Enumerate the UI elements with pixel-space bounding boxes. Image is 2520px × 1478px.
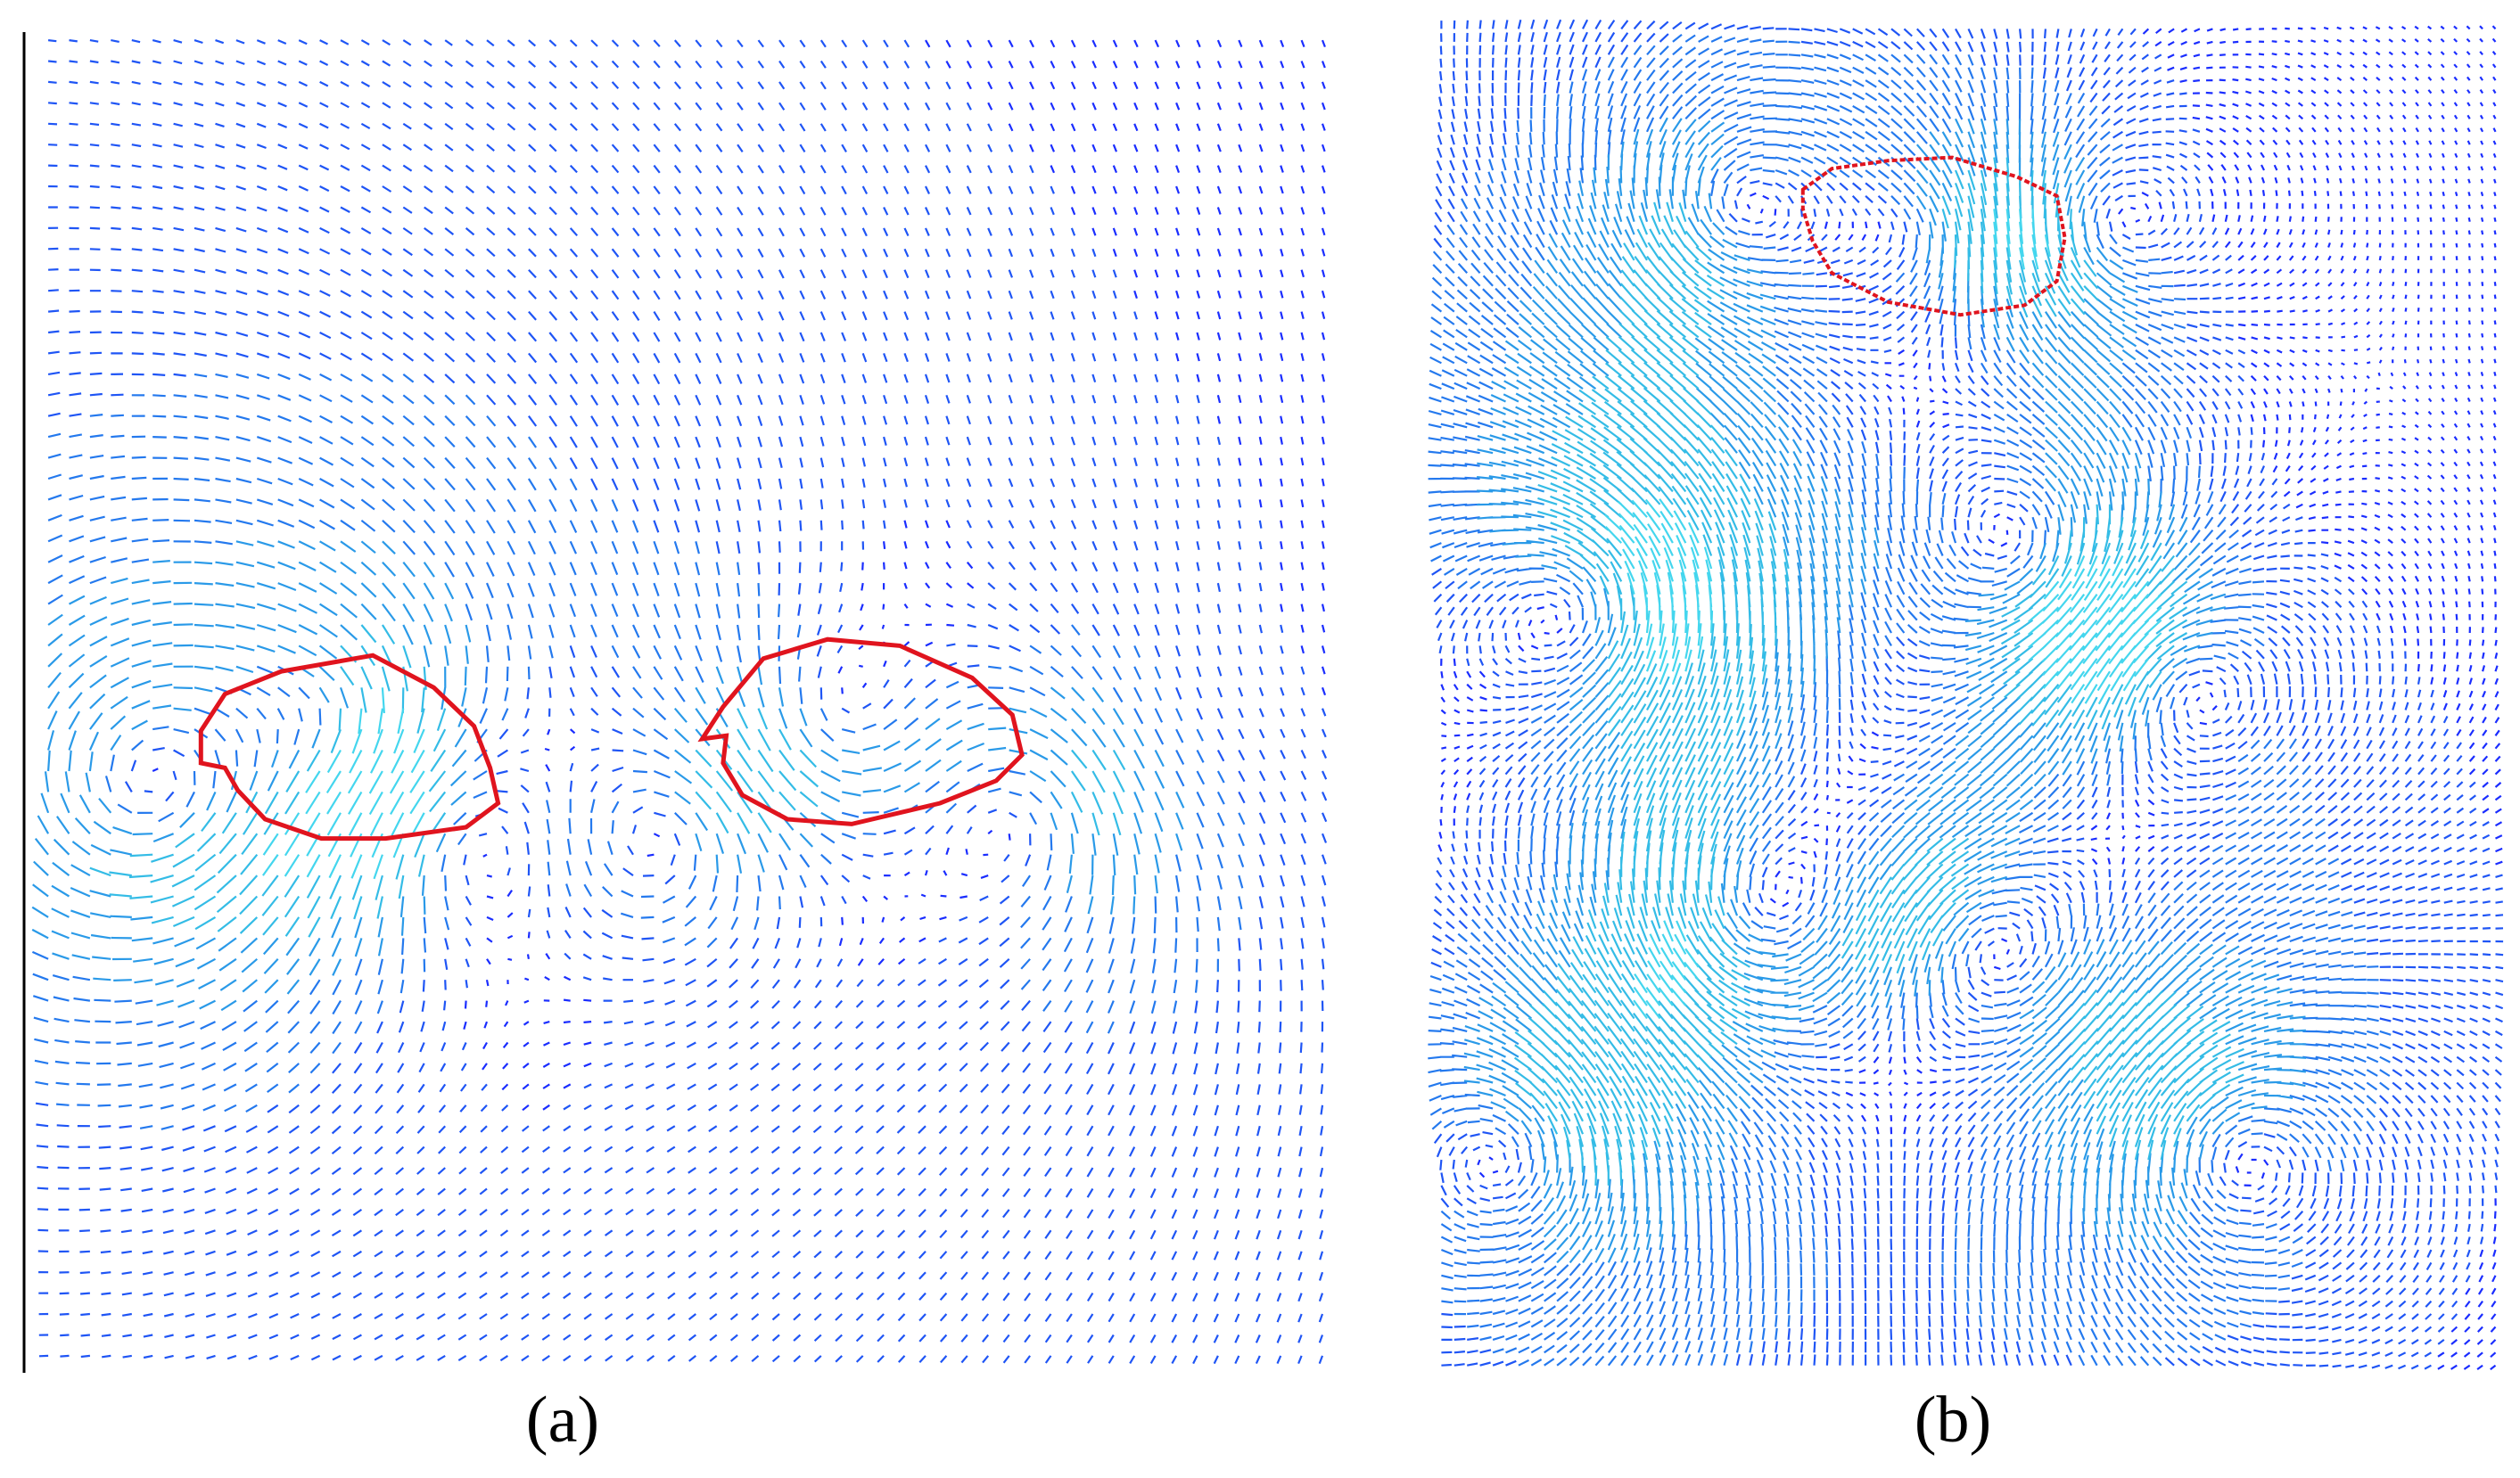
vector-arrows (262, 687, 425, 880)
vector-arrows (1428, 33, 2392, 1367)
vector-arrows (1513, 157, 2244, 1186)
contour (198, 653, 501, 842)
vector-arrows (89, 624, 1126, 938)
vector-arrows (1430, 19, 2504, 1370)
vector-arrows (31, 373, 1246, 1130)
contour (697, 636, 1025, 826)
contours (198, 155, 2067, 842)
panel-b-label: (b) (1915, 1384, 1991, 1457)
vector-arrows (35, 39, 1328, 1365)
vector-arrows (1463, 117, 2307, 1264)
panel-b-field (1428, 19, 2504, 1371)
vector-arrows (152, 39, 1327, 1112)
vector-arrows (1604, 209, 2162, 1020)
vector-arrows (1437, 25, 2503, 1371)
contour (1800, 155, 2067, 317)
panel-a-field (31, 39, 1328, 1365)
vector-arrows (31, 540, 1185, 1012)
panel-a-label: (a) (526, 1384, 599, 1457)
